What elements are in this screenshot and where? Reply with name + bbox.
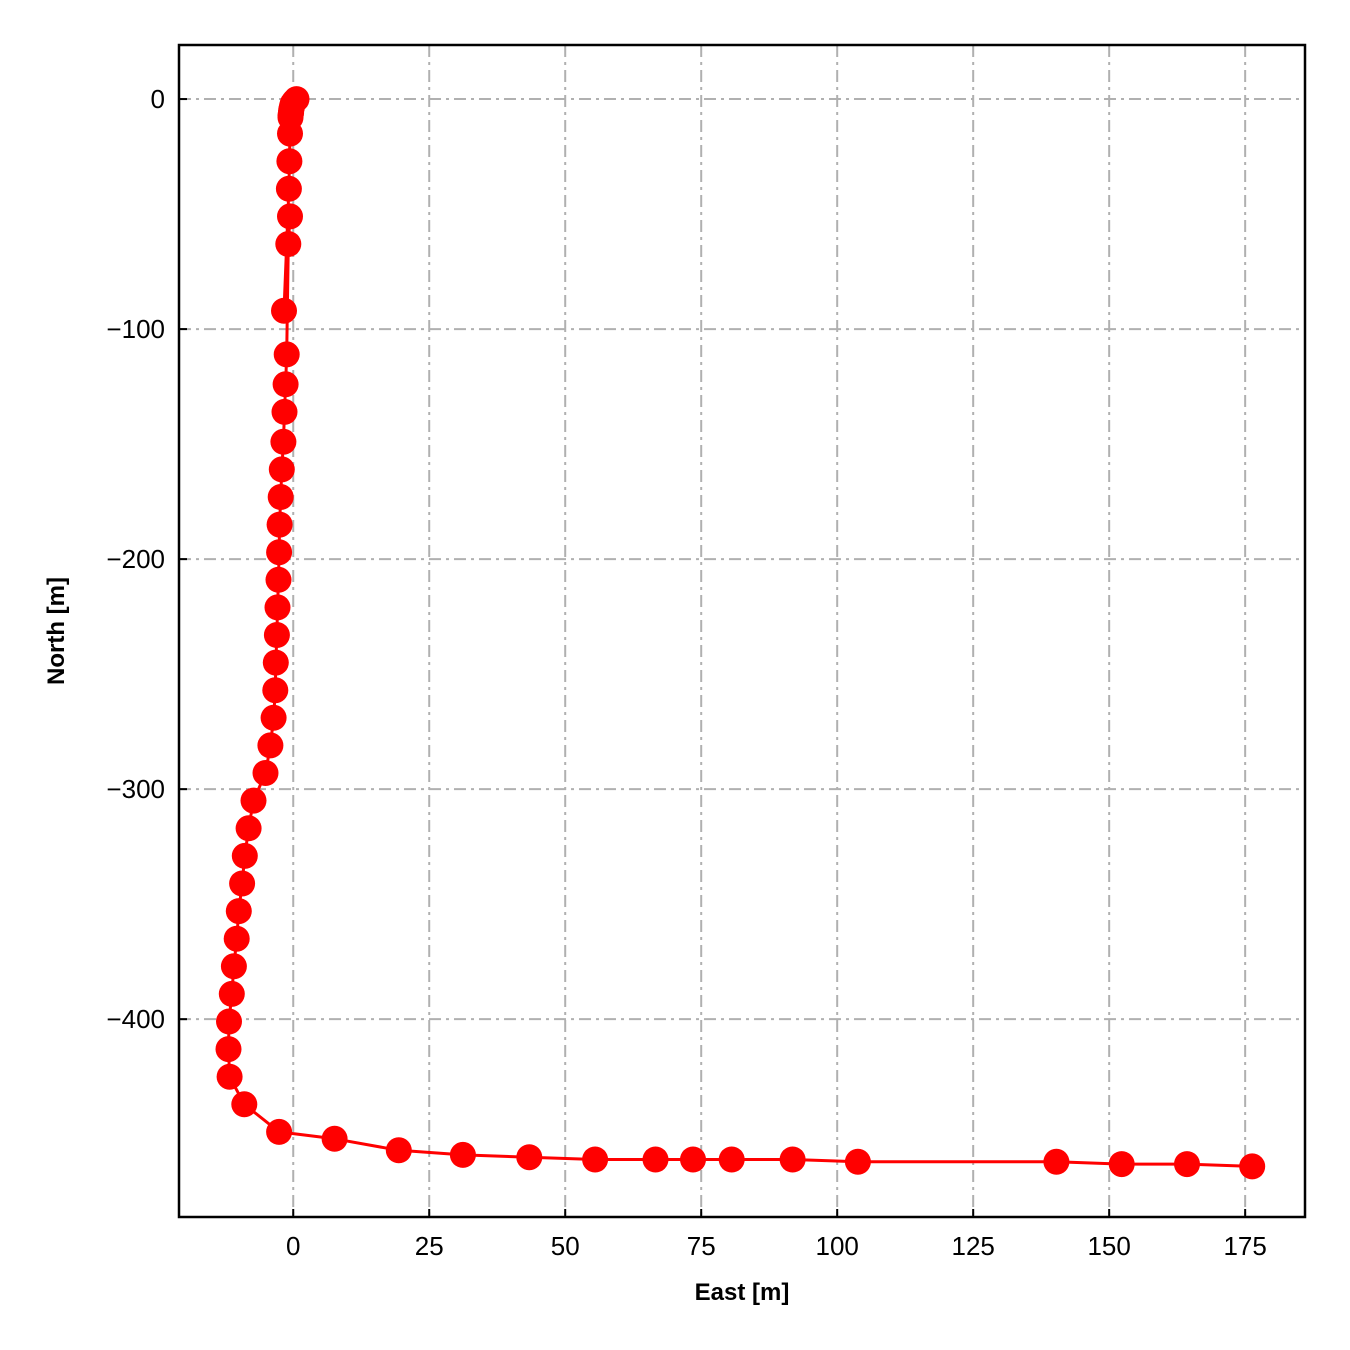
data-point bbox=[215, 1036, 242, 1063]
x-tick-label: 175 bbox=[1223, 1231, 1266, 1261]
data-point bbox=[264, 594, 291, 621]
data-point bbox=[252, 760, 279, 786]
data-point bbox=[266, 511, 293, 538]
data-point bbox=[231, 1091, 258, 1118]
data-point bbox=[1043, 1148, 1070, 1175]
x-tick-label: 0 bbox=[286, 1231, 300, 1261]
data-point bbox=[267, 484, 294, 510]
data-point bbox=[235, 815, 262, 842]
data-point bbox=[216, 1063, 243, 1090]
y-tick-label: −400 bbox=[106, 1004, 165, 1034]
data-point bbox=[277, 120, 303, 147]
data-point bbox=[257, 732, 284, 759]
grid bbox=[179, 45, 1305, 1217]
data-point bbox=[385, 1137, 412, 1164]
data-point bbox=[1174, 1151, 1200, 1178]
axis-ticks: 0 25 50 75 100 125 150 175 0 −100 −200 −300 −400 bbox=[106, 84, 1266, 1261]
data-point bbox=[220, 953, 247, 980]
x-tick-label: 100 bbox=[815, 1231, 858, 1261]
data-point bbox=[268, 456, 295, 483]
data-point bbox=[231, 842, 258, 869]
data-point bbox=[680, 1146, 706, 1173]
x-tick-label: 75 bbox=[687, 1231, 716, 1261]
data-point bbox=[642, 1146, 669, 1173]
y-axis-label: North [m] bbox=[43, 577, 70, 685]
y-tick-label: −200 bbox=[106, 544, 165, 574]
data-point bbox=[262, 677, 289, 704]
data-point bbox=[582, 1146, 609, 1173]
data-point bbox=[321, 1125, 348, 1152]
data-point bbox=[275, 175, 302, 202]
data-point bbox=[263, 622, 290, 648]
data-point bbox=[271, 398, 298, 425]
data-point bbox=[718, 1146, 745, 1173]
data-point bbox=[260, 704, 287, 731]
x-tick-label: 125 bbox=[951, 1231, 994, 1261]
data-point bbox=[844, 1148, 871, 1175]
series-layer bbox=[215, 86, 1266, 1180]
y-tick-label: −100 bbox=[106, 314, 165, 344]
y-tick-label: −300 bbox=[106, 774, 165, 804]
data-point bbox=[271, 297, 297, 324]
plot-frame bbox=[177, 43, 1307, 1219]
data-point bbox=[223, 925, 250, 952]
x-tick-label: 50 bbox=[551, 1231, 580, 1261]
data-point bbox=[266, 539, 293, 566]
data-point bbox=[275, 231, 302, 257]
data-point bbox=[265, 566, 292, 593]
data-point bbox=[266, 1118, 293, 1145]
data-point bbox=[270, 428, 297, 455]
data-point bbox=[1239, 1153, 1266, 1180]
x-axis-label: East [m] bbox=[695, 1279, 790, 1306]
data-point bbox=[240, 787, 267, 814]
data-point bbox=[262, 649, 289, 676]
y-tick-label: 0 bbox=[151, 84, 165, 114]
data-point bbox=[1108, 1151, 1135, 1178]
data-point bbox=[225, 898, 252, 925]
data-point bbox=[516, 1144, 543, 1171]
data-point bbox=[273, 341, 300, 368]
data-point bbox=[779, 1146, 806, 1173]
data-point bbox=[272, 371, 299, 398]
x-tick-label: 150 bbox=[1087, 1231, 1130, 1261]
data-point bbox=[218, 980, 245, 1007]
trajectory-line bbox=[227, 98, 1253, 1168]
data-point bbox=[276, 148, 303, 175]
data-point bbox=[229, 870, 256, 897]
data-point bbox=[449, 1141, 476, 1168]
data-point bbox=[216, 1008, 242, 1035]
data-point bbox=[277, 203, 303, 230]
x-tick-label: 25 bbox=[415, 1231, 444, 1261]
